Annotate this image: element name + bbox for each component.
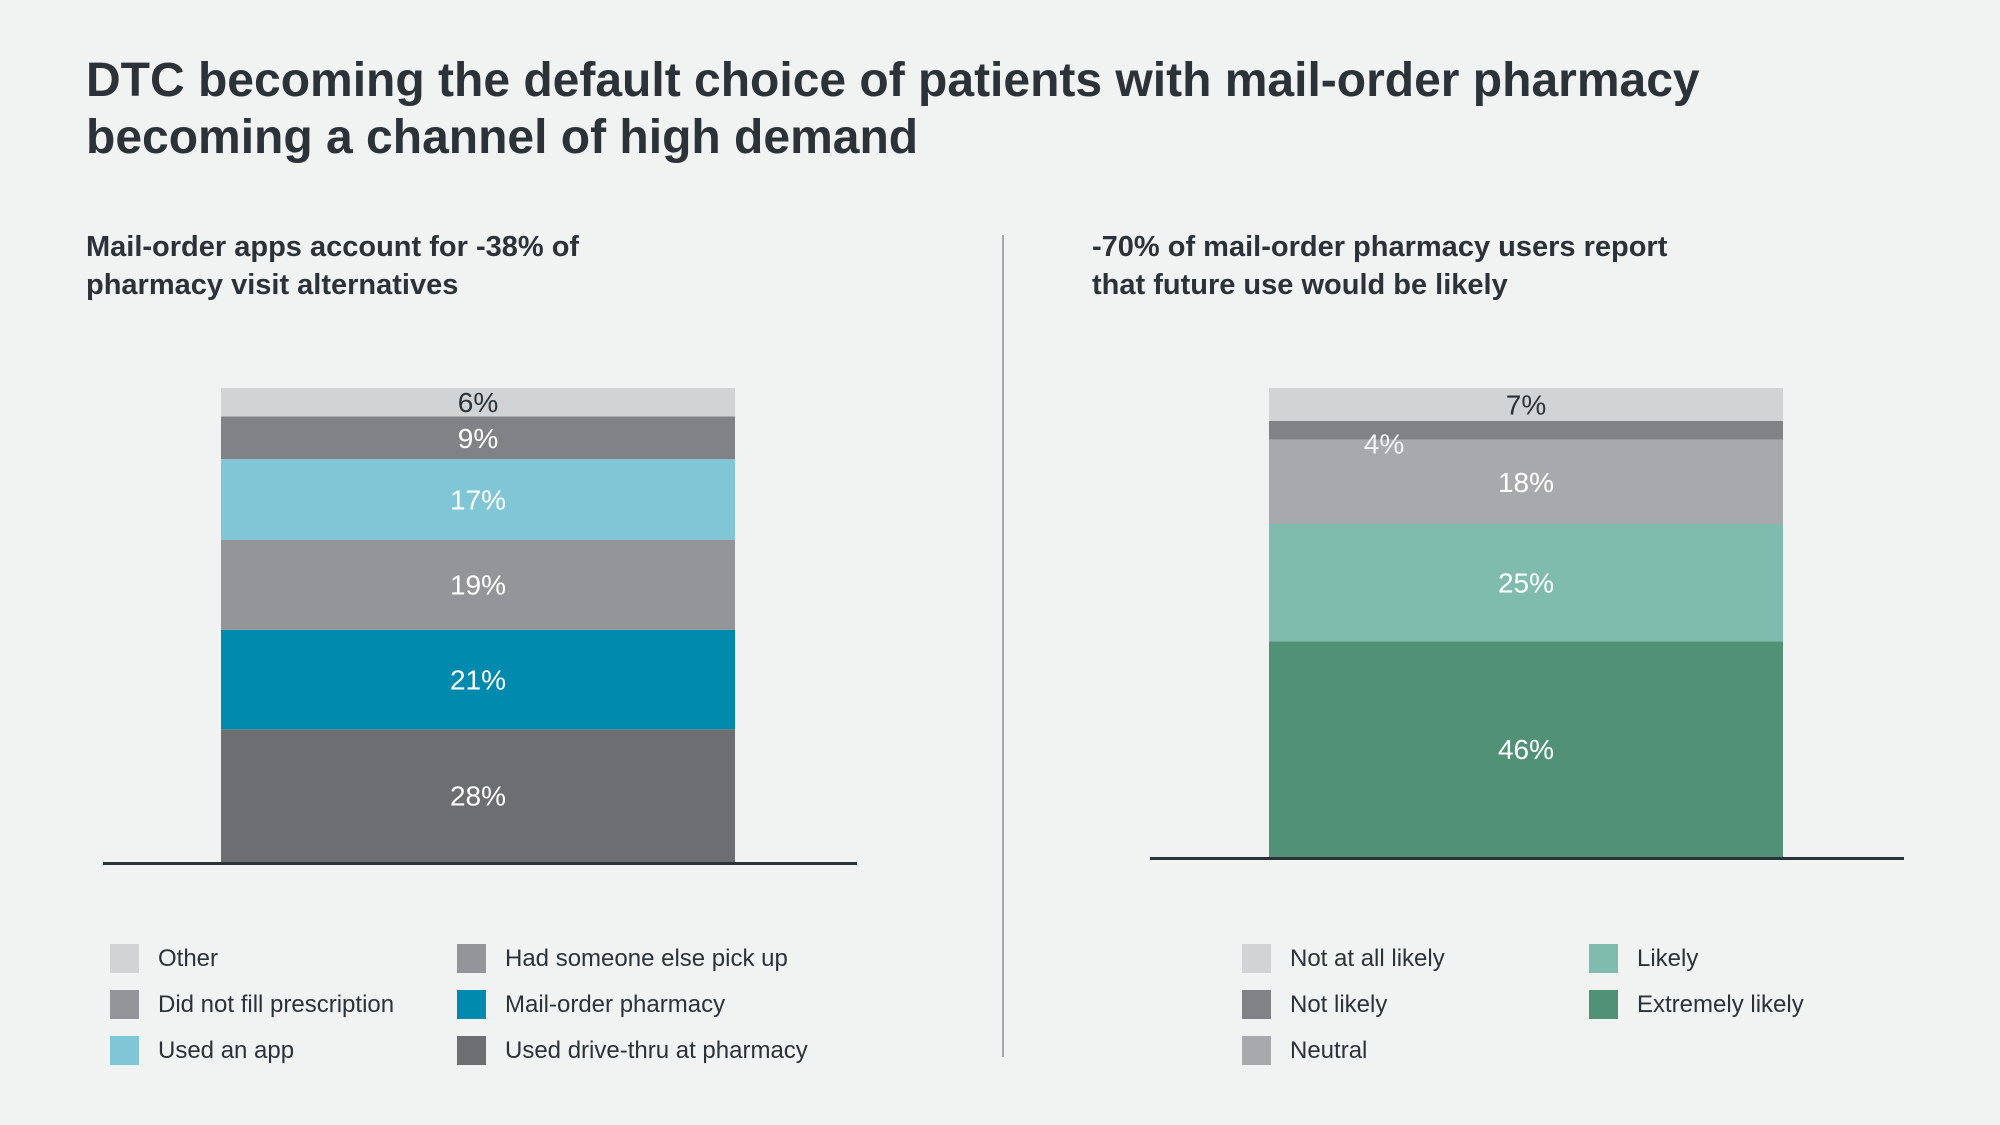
bar-segment-0-2 (221, 539, 735, 630)
bar-segment-1-2 (1269, 439, 1783, 525)
legend-label-1-3: Likely (1637, 945, 1699, 972)
legend-label-0-4: Mail-order pharmacy (505, 991, 726, 1018)
right-chart-title: -70% of mail-order pharmacy users report… (1092, 231, 1668, 301)
bar-segment-0-5 (221, 388, 735, 417)
data-label-1-4: 7% (1506, 389, 1546, 420)
left-chart-title: Mail-order apps account for -38% of phar… (86, 231, 580, 301)
data-label-0-2: 19% (450, 570, 506, 601)
bar-segment-0-3 (221, 459, 735, 540)
legend-label-0-2: Used an app (158, 1037, 295, 1064)
legend-swatch-0-3 (457, 944, 486, 973)
bar-segment-0-1 (221, 629, 735, 730)
data-label-0-3: 17% (450, 484, 506, 515)
legend-label-0-0: Other (158, 945, 219, 972)
panel-divider (1002, 235, 1004, 1057)
legend-swatch-1-2 (1242, 1036, 1271, 1065)
legend-label-0-5: Used drive-thru at pharmacy (505, 1037, 808, 1064)
page-title: DTC becoming the default choice of patie… (86, 54, 1700, 164)
legend-label-1-1: Not likely (1290, 991, 1388, 1018)
data-label-1-0: 46% (1498, 734, 1554, 765)
legend-label-1-4: Extremely likely (1637, 991, 1804, 1018)
legend-swatch-1-1 (1242, 990, 1271, 1019)
data-label-1-2: 18% (1498, 467, 1554, 498)
legend-swatch-0-4 (457, 990, 486, 1019)
legend-swatch-0-1 (110, 990, 139, 1019)
bar-segment-0-0 (221, 729, 735, 862)
bar-segment-1-1 (1269, 524, 1783, 642)
bar-segment-1-4 (1269, 388, 1783, 421)
legend-label-0-3: Had someone else pick up (505, 945, 788, 972)
legend-label-1-0: Not at all likely (1290, 945, 1445, 972)
legend-swatch-0-2 (110, 1036, 139, 1065)
data-label-1-1: 25% (1498, 568, 1554, 599)
bar-segment-1-3 (1269, 420, 1783, 440)
legend-swatch-0-5 (457, 1036, 486, 1065)
legend-swatch-1-4 (1589, 990, 1618, 1019)
legend-swatch-0-0 (110, 944, 139, 973)
bar-segment-1-0 (1269, 641, 1783, 857)
data-label-1-3: 4% (1364, 429, 1404, 460)
data-label-0-1: 21% (450, 665, 506, 696)
data-label-0-0: 28% (450, 781, 506, 812)
legend-swatch-1-0 (1242, 944, 1271, 973)
legend-swatch-1-3 (1589, 944, 1618, 973)
data-label-0-4: 9% (458, 423, 498, 454)
bar-segment-0-4 (221, 416, 735, 460)
data-label-0-5: 6% (458, 387, 498, 418)
legend-label-0-1: Did not fill prescription (158, 991, 395, 1018)
legend-label-1-2: Neutral (1290, 1037, 1368, 1064)
